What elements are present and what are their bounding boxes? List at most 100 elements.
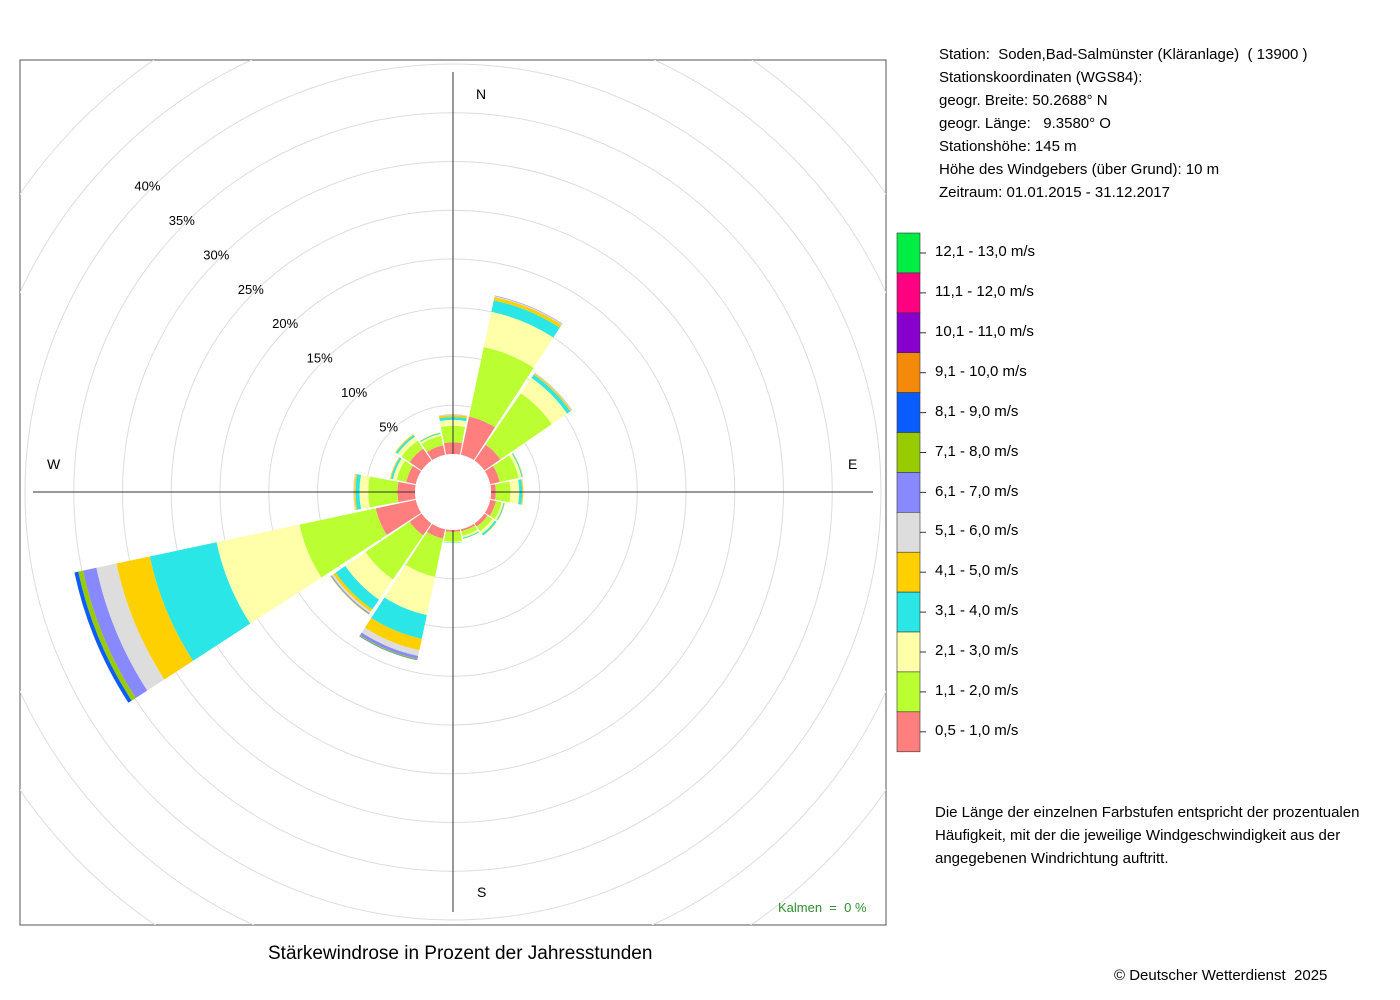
compass-label-w: W	[47, 456, 61, 472]
wedge-segment	[531, 374, 571, 414]
legend-swatch	[896, 232, 921, 274]
wedge-segment	[409, 513, 432, 536]
wedge-segment	[333, 572, 373, 612]
wedge-segment	[474, 444, 501, 471]
wedge-wsw	[74, 499, 422, 703]
wedge-segment	[462, 529, 479, 538]
radial-tick-label: 15%	[307, 351, 333, 366]
grid-ring	[24, 63, 882, 921]
wedge-segment	[484, 465, 500, 485]
wedge-segment	[426, 523, 446, 539]
wedge-segment	[438, 414, 468, 417]
wedge-ssw	[359, 523, 446, 661]
note-line: Die Länge der einzelnen Farbstufen entsp…	[935, 804, 1360, 821]
wedge-segment	[371, 597, 427, 639]
station-latitude: geogr. Breite: 50.2688° N	[939, 92, 1108, 109]
wedge-segment	[443, 541, 463, 544]
wedge-sw	[330, 513, 432, 615]
wedge-segment	[494, 502, 504, 521]
wedge-segment	[365, 521, 424, 580]
legend-label: 3,1 - 4,0 m/s	[935, 602, 1019, 619]
calm-percentage: Kalmen = 0 %	[778, 900, 867, 915]
wedge-segment	[354, 473, 358, 511]
wedge-segment	[420, 433, 442, 444]
wedge-segment	[421, 435, 444, 452]
legend-label: 8,1 - 9,0 m/s	[935, 403, 1019, 420]
legend-label: 6,1 - 7,0 m/s	[935, 483, 1019, 500]
center-hole	[415, 454, 491, 530]
wedge-segment	[395, 434, 415, 454]
wedge-segment	[522, 479, 524, 505]
wedge-segment	[96, 563, 165, 691]
wedge-segment	[392, 458, 405, 481]
wedge-segment	[511, 453, 523, 478]
legend-swatch	[896, 392, 921, 433]
wedge-segment	[496, 502, 505, 521]
wedge-segment	[335, 565, 380, 610]
wedge-segment	[384, 564, 435, 615]
compass-label-s: S	[477, 884, 486, 900]
wedge-segment	[420, 432, 441, 443]
wedge-segment	[438, 414, 468, 416]
wedge-nno	[460, 295, 563, 461]
wedge-segment	[469, 347, 534, 428]
wedge-segment	[390, 456, 400, 479]
legend-label: 2,1 - 3,0 m/s	[935, 642, 1019, 659]
wedge-segment	[520, 377, 568, 425]
wedge-so	[474, 513, 497, 536]
wedge-ono	[484, 452, 524, 485]
wedge-no	[474, 372, 573, 471]
wedge-wnw	[390, 456, 422, 485]
wedge-segment	[405, 532, 444, 577]
station-coordinates-heading: Stationskoordinaten (WGS84):	[939, 69, 1143, 86]
chart-title: Stärkewindrose in Prozent der Jahresstun…	[268, 943, 653, 964]
wedge-segment	[493, 296, 562, 328]
wedge-segment	[426, 445, 446, 461]
legend-label: 7,1 - 8,0 m/s	[935, 443, 1019, 460]
wedge-nnw	[419, 432, 446, 461]
radial-tick-label: 35%	[169, 213, 195, 228]
wind-wedges	[74, 295, 573, 703]
legend-label: 0,5 - 1,0 m/s	[935, 722, 1019, 739]
wedge-segment	[331, 574, 371, 614]
wedge-segment	[353, 473, 356, 511]
wedge-segment	[480, 519, 495, 534]
legend-label: 4,1 - 5,0 m/s	[935, 562, 1019, 579]
wedge-oso	[484, 499, 505, 521]
station-longitude: geogr. Länge: 9.3580° O	[939, 115, 1111, 132]
legend-label: 12,1 - 13,0 m/s	[935, 243, 1036, 260]
wedge-segment	[395, 434, 414, 453]
legend-swatch	[896, 511, 921, 553]
legend-swatch	[896, 591, 921, 633]
legend-swatch	[896, 432, 921, 473]
wedge-segment	[216, 524, 322, 624]
wedge-segment	[361, 627, 420, 657]
station-name-line: Station: Soden,Bad-Salmünster (Kläranlag…	[939, 46, 1308, 63]
legend-label: 11,1 - 12,0 m/s	[935, 283, 1034, 300]
wedge-segment	[485, 393, 552, 460]
wedge-sso	[460, 523, 480, 539]
time-period: Zeitraum: 01.01.2015 - 31.12.2017	[939, 184, 1170, 201]
wedge-segment	[406, 465, 422, 485]
wedge-segment	[497, 502, 505, 521]
legend-label: 9,1 - 10,0 m/s	[935, 363, 1027, 380]
wedge-segment	[460, 523, 475, 532]
compass-label-n: N	[476, 86, 486, 102]
radial-tick-label: 20%	[272, 316, 298, 331]
wedge-segment	[74, 571, 132, 703]
wedge-segment	[396, 460, 413, 483]
wedge-segment	[491, 300, 560, 338]
wedge-segment	[460, 416, 495, 461]
wedge-segment	[462, 531, 480, 539]
wedge-segment	[481, 520, 497, 536]
wedge-segment	[78, 570, 136, 701]
legend-swatch	[896, 272, 921, 314]
wedge-segment	[116, 556, 193, 680]
wedge-segment	[149, 542, 251, 661]
legend-label: 1,1 - 2,0 m/s	[935, 682, 1019, 699]
wedge-segment	[345, 552, 393, 600]
wedge-segment	[391, 457, 402, 480]
legend-swatch	[896, 631, 921, 673]
wedge-segment	[493, 455, 519, 483]
